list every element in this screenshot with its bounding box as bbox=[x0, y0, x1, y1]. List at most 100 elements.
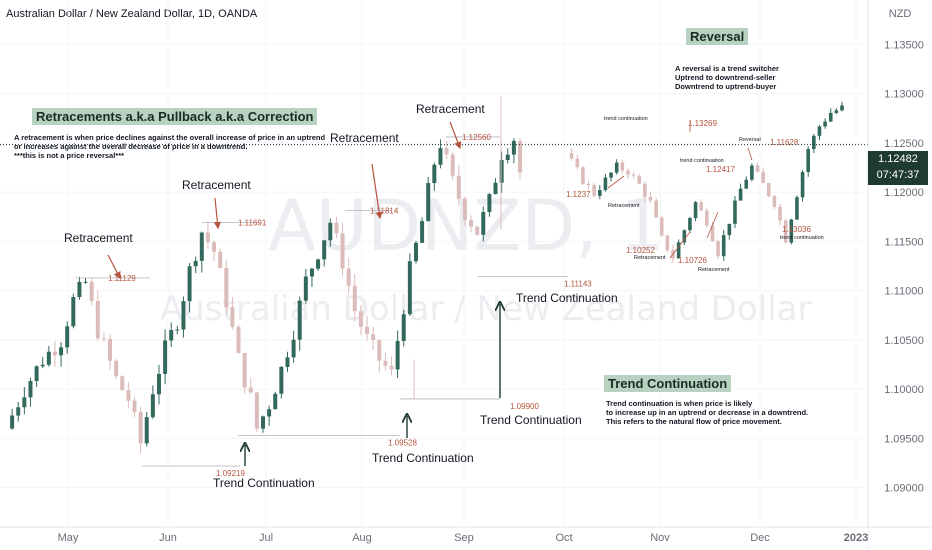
candle-body bbox=[358, 311, 363, 327]
inset-candle-body bbox=[716, 241, 720, 257]
candle-body bbox=[83, 281, 88, 283]
inset-candle-body bbox=[609, 172, 613, 178]
inset-annotation: Retracement bbox=[634, 255, 666, 261]
level-lines: 1.11129 1.09219 1.11691 1.09528 1.11814 1.099… bbox=[0, 133, 868, 478]
inset-candle-body bbox=[840, 105, 844, 111]
level-label: 1.11814 bbox=[370, 206, 399, 215]
candle-body bbox=[383, 360, 388, 366]
candle-body bbox=[16, 407, 21, 416]
current-price-tag: 1.12482 07:47:37 bbox=[868, 151, 928, 185]
price-tick-label: 1.09000 bbox=[884, 483, 924, 495]
inset-candle-body bbox=[710, 225, 715, 242]
candle-body bbox=[163, 340, 168, 374]
candle-body bbox=[279, 366, 284, 394]
candle-body bbox=[493, 182, 498, 195]
time-tick-label: Nov bbox=[650, 532, 670, 544]
candle-body bbox=[169, 330, 174, 341]
candle-body bbox=[10, 415, 15, 429]
level-label: 1.09528 bbox=[388, 439, 417, 448]
inset-candle-body bbox=[682, 230, 687, 243]
candle-body bbox=[371, 334, 376, 341]
price-tick-label: 1.11000 bbox=[885, 286, 924, 298]
retracement-arrow bbox=[213, 197, 221, 230]
inset-candle-body bbox=[699, 202, 703, 211]
candle-body bbox=[89, 281, 94, 301]
candle-body bbox=[285, 357, 290, 367]
inset-arrow bbox=[607, 175, 625, 189]
inset-candle-body bbox=[620, 162, 625, 171]
candle-body bbox=[389, 365, 394, 370]
retracement-description: A retracement is when price declines aga… bbox=[14, 133, 326, 160]
inset-level-label: 1.13269 bbox=[688, 119, 717, 128]
candle-body bbox=[126, 390, 131, 401]
inset-candle-body bbox=[705, 210, 709, 226]
candle-body bbox=[487, 194, 492, 212]
candle-body bbox=[230, 307, 235, 327]
candle-body bbox=[144, 417, 149, 444]
retracement-label: Retracement bbox=[182, 178, 251, 192]
candle-body bbox=[297, 300, 302, 340]
candle-body bbox=[395, 340, 400, 370]
inset-annotation: trend continuation bbox=[604, 116, 648, 122]
candle-body bbox=[426, 183, 431, 222]
candle-body bbox=[248, 387, 253, 393]
price-axis[interactable]: NZD 1.13500 1.13000 1.12500 1.12000 1.11500 1.… bbox=[867, 0, 932, 550]
level-label: 1.09219 bbox=[216, 469, 245, 478]
inset-candle-body bbox=[733, 200, 737, 224]
candle-body bbox=[187, 266, 192, 302]
trend-continuation-label: Trend Continuation bbox=[516, 291, 618, 305]
candle-body bbox=[499, 160, 504, 183]
candle-body bbox=[28, 380, 33, 398]
inset-candle-body bbox=[795, 197, 799, 220]
time-tick-label: Jun bbox=[159, 532, 177, 544]
candle-body bbox=[71, 297, 76, 327]
inset-candle-body bbox=[828, 112, 833, 122]
candle-body bbox=[120, 376, 125, 391]
candle-body bbox=[242, 353, 247, 388]
time-tick-label: Aug bbox=[352, 532, 372, 544]
candle-body bbox=[322, 240, 327, 260]
bar-countdown: 07:47:37 bbox=[876, 169, 920, 181]
candle-body bbox=[205, 232, 210, 243]
watermark-name: Australian Dollar / New Zealand Dollar bbox=[160, 289, 811, 329]
inset-level-label: 1.13036 bbox=[782, 225, 811, 234]
candle-body bbox=[150, 394, 155, 418]
candle-body bbox=[175, 329, 180, 331]
watermark: AUDNZD, 1 Australian Dollar / New Zealand… bbox=[160, 185, 811, 329]
inset-annotation: Retracement bbox=[698, 267, 730, 273]
candle-body bbox=[511, 140, 516, 155]
inset-arrow bbox=[669, 231, 691, 259]
candle-body bbox=[413, 242, 418, 262]
time-axis-bg bbox=[0, 527, 868, 550]
candle-body bbox=[352, 285, 357, 312]
inset-candle-body bbox=[755, 165, 760, 172]
candle-body bbox=[156, 373, 161, 395]
inset-candle-body bbox=[586, 183, 591, 185]
candle-body bbox=[193, 260, 198, 267]
price-tick-label: 1.10500 bbox=[884, 335, 924, 347]
price-tick-label: 1.12500 bbox=[884, 138, 924, 150]
candle-body bbox=[346, 268, 351, 286]
candle-body bbox=[101, 338, 106, 340]
candle-body bbox=[261, 416, 265, 429]
candle-body bbox=[505, 154, 510, 161]
candle-body bbox=[450, 154, 455, 176]
candle-body bbox=[108, 338, 113, 361]
candle-body bbox=[40, 364, 45, 367]
candle-body bbox=[340, 233, 345, 269]
candle-body bbox=[236, 326, 241, 354]
time-axis[interactable]: May Jun Jul Aug Sep Oct Nov Dec 2023 bbox=[0, 526, 932, 550]
retracement-label: Retracement bbox=[330, 131, 399, 145]
inset-candle-body bbox=[806, 149, 811, 173]
level-label: 1.12560 bbox=[462, 133, 491, 142]
inset-candle-body bbox=[761, 171, 765, 184]
retracement-arrow bbox=[449, 121, 462, 150]
candle-body bbox=[218, 251, 223, 269]
inset-arrow bbox=[747, 147, 753, 161]
candle-body bbox=[95, 300, 100, 339]
candle-body bbox=[407, 261, 412, 315]
level-label: 1.09900 bbox=[510, 402, 539, 411]
candle-body bbox=[328, 222, 333, 241]
inset-candle-body bbox=[597, 190, 602, 196]
